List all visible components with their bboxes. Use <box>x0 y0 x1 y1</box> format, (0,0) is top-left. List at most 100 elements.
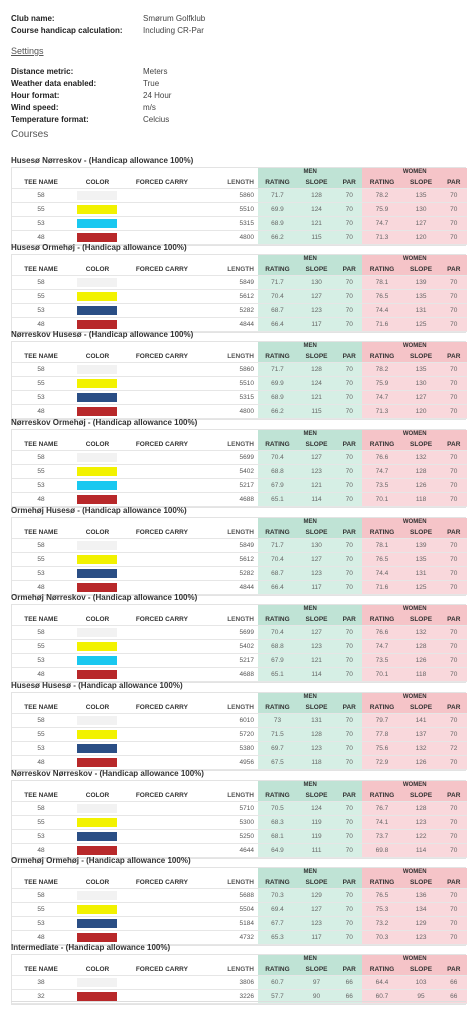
tee-color-cell <box>70 989 125 1004</box>
women-slope: 135 <box>401 552 441 567</box>
tee-color-cell <box>70 478 125 493</box>
distance-label: Distance metric: <box>11 67 74 76</box>
women-rating: 74.7 <box>362 464 402 479</box>
forced-carry <box>124 741 199 756</box>
men-par: 66 <box>336 975 363 990</box>
column-header-slope: SLOPE <box>296 964 337 976</box>
men-slope: 124 <box>296 202 337 217</box>
course-table-wrap: MEN WOMEN TEE NAME COLOR FORCED CARRY LENGTH R… <box>11 867 467 946</box>
forced-carry <box>124 975 199 990</box>
column-header-slope: SLOPE <box>401 614 441 626</box>
men-header: MEN <box>257 430 363 439</box>
women-rating: 70.1 <box>362 667 402 682</box>
women-slope: 118 <box>401 492 441 507</box>
group-header-row: MEN WOMEN <box>12 518 467 527</box>
settings-info: Distance metric: Meters Weather data ena… <box>11 66 471 126</box>
tee-color-cell <box>70 404 125 419</box>
women-rating: 76.6 <box>362 625 402 640</box>
tee-name: 53 <box>12 303 71 318</box>
group-header-row: MEN WOMEN <box>12 430 467 439</box>
course-section: Ormehøj Nørreskov - (Handicap allowance … <box>11 592 467 683</box>
tee-length: 5282 <box>198 566 258 581</box>
men-slope: 117 <box>296 930 337 945</box>
column-header-rating: RATING <box>257 439 297 451</box>
women-rating: 73.5 <box>362 653 402 668</box>
forced-carry <box>124 275 199 290</box>
forced-carry <box>124 317 199 332</box>
men-rating: 66.2 <box>257 230 297 245</box>
men-slope: 117 <box>296 580 337 595</box>
men-header: MEN <box>257 605 363 614</box>
women-header: WOMEN <box>362 868 467 877</box>
forced-carry <box>124 930 199 945</box>
women-header: WOMEN <box>362 430 467 439</box>
women-par: 66 <box>440 989 467 1004</box>
column-header-rating: RATING <box>362 702 402 714</box>
women-par: 70 <box>440 653 467 668</box>
women-slope: 130 <box>401 202 441 217</box>
women-slope: 123 <box>401 930 441 945</box>
column-header-slope: SLOPE <box>401 527 441 539</box>
women-rating: 76.6 <box>362 450 402 465</box>
settings-link[interactable]: Settings <box>11 46 44 56</box>
column-header-par: PAR <box>336 964 363 976</box>
column-header-slope: SLOPE <box>296 177 337 189</box>
tee-length: 4800 <box>198 404 258 419</box>
tee-color-swatch <box>77 583 118 592</box>
women-rating: 76.7 <box>362 801 402 816</box>
men-slope: 123 <box>296 303 337 318</box>
women-slope: 127 <box>401 390 441 405</box>
tee-name: 58 <box>12 362 71 377</box>
forced-carry <box>124 566 199 581</box>
column-header-par: PAR <box>336 264 363 276</box>
women-slope: 128 <box>401 464 441 479</box>
tee-name: 53 <box>12 390 71 405</box>
women-rating: 74.7 <box>362 216 402 231</box>
women-slope: 114 <box>401 843 441 858</box>
men-par: 70 <box>336 317 363 332</box>
forced-carry <box>124 713 199 728</box>
women-slope: 135 <box>401 188 441 203</box>
column-header-rating: RATING <box>257 702 297 714</box>
column-header-par: PAR <box>336 702 363 714</box>
column-header-color: COLOR <box>70 527 125 539</box>
column-header-length: LENGTH <box>198 790 258 802</box>
weather-row: Weather data enabled: True <box>11 78 471 90</box>
women-slope: 125 <box>401 317 441 332</box>
women-rating: 75.3 <box>362 902 402 917</box>
men-rating: 68.9 <box>257 390 297 405</box>
column-header-tee-name: TEE NAME <box>12 702 71 714</box>
men-slope: 115 <box>296 404 337 419</box>
tee-name: 53 <box>12 478 71 493</box>
forced-carry <box>124 902 199 917</box>
group-header-row: MEN WOMEN <box>12 693 467 702</box>
women-par: 72 <box>440 741 467 756</box>
course-title: Husesø Husesø - (Handicap allowance 100%… <box>11 681 183 690</box>
tee-length: 5315 <box>198 390 258 405</box>
forced-carry <box>124 552 199 567</box>
tee-name: 55 <box>12 552 71 567</box>
men-par: 70 <box>336 492 363 507</box>
column-header-tee-name: TEE NAME <box>12 614 71 626</box>
tee-color-swatch <box>77 320 118 329</box>
course-title: Nørreskov Nørreskov - (Handicap allowanc… <box>11 769 204 778</box>
men-rating: 69.4 <box>257 902 297 917</box>
tee-color-cell <box>70 275 125 290</box>
women-header: WOMEN <box>362 955 467 964</box>
club-name-label: Club name: <box>11 14 55 23</box>
column-header-par: PAR <box>336 877 363 889</box>
table-row: 48 4844 66.4 117 70 71.6 125 70 <box>12 580 467 595</box>
men-rating: 73 <box>257 713 297 728</box>
table-row: 53 5217 67.9 121 70 73.5 126 70 <box>12 478 467 493</box>
women-slope: 132 <box>401 450 441 465</box>
course-table-wrap: MEN WOMEN TEE NAME COLOR FORCED CARRY LENGTH R… <box>11 604 467 683</box>
table-row: 55 5510 69.9 124 70 75.9 130 70 <box>12 376 467 391</box>
table-row: 58 5860 71.7 128 70 78.2 135 70 <box>12 362 467 377</box>
men-rating: 70.4 <box>257 625 297 640</box>
table-row: 55 5612 70.4 127 70 76.5 135 70 <box>12 289 467 304</box>
women-par: 70 <box>440 755 467 770</box>
women-rating: 72.9 <box>362 755 402 770</box>
tee-name: 53 <box>12 653 71 668</box>
temp-row: Temperature format: Celcius <box>11 114 471 126</box>
table-row: 53 5217 67.9 121 70 73.5 126 70 <box>12 653 467 668</box>
